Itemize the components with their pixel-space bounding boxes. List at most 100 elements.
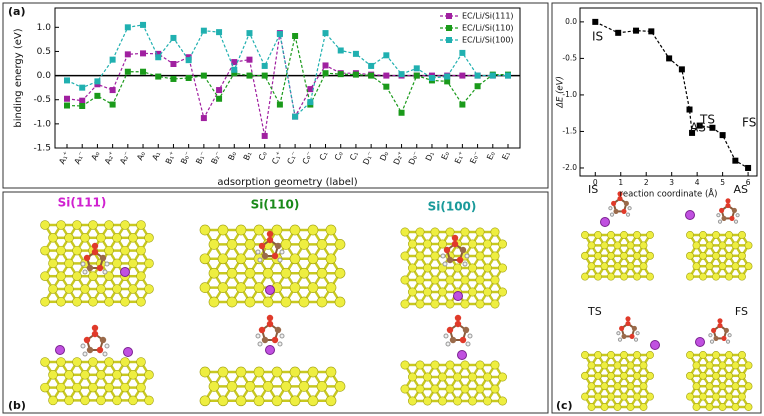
- si-atom: [476, 300, 484, 308]
- si-atom: [73, 383, 82, 392]
- si-atom: [299, 239, 309, 249]
- si-atom: [416, 361, 424, 369]
- marker: [140, 69, 146, 75]
- si-atom: [446, 361, 454, 369]
- marker: [94, 93, 100, 99]
- marker: [186, 57, 192, 63]
- si-atom: [326, 254, 336, 264]
- li-atom: [696, 338, 705, 347]
- si-atom: [745, 263, 752, 270]
- x-tick-label: C₀: [333, 150, 345, 162]
- si-atom: [129, 396, 138, 405]
- y-tick-label: 0.5: [37, 47, 51, 57]
- x-tick-label: B₁: [242, 150, 254, 162]
- legend-marker: [446, 25, 452, 31]
- atom: [617, 332, 620, 335]
- si-atom: [254, 283, 264, 293]
- atom: [734, 220, 737, 223]
- si-atom: [745, 383, 752, 390]
- si-atom: [646, 273, 653, 280]
- si-atom: [607, 252, 614, 259]
- si-atom: [607, 393, 614, 400]
- si-atom: [121, 297, 130, 306]
- x-tick-label: E₀⁻: [468, 150, 481, 165]
- x-tick-label: A₂⁺: [103, 150, 117, 166]
- atom: [100, 255, 106, 261]
- si-atom: [137, 358, 146, 367]
- si-atom: [65, 370, 74, 379]
- atom: [92, 325, 98, 331]
- x-tick-label: B₀⁻: [179, 150, 193, 166]
- structure-label: FS: [735, 305, 748, 318]
- atom: [721, 216, 726, 221]
- atom: [100, 337, 106, 343]
- figure: (a) (b) (c) Si(111) Si(110) Si(100) IS A…: [0, 0, 764, 416]
- si-atom: [41, 383, 50, 392]
- si-atom: [732, 263, 739, 270]
- marker: [140, 22, 146, 28]
- si-atom: [129, 259, 138, 268]
- atom: [103, 352, 107, 356]
- si-atom: [446, 385, 454, 393]
- si-atom: [725, 393, 732, 400]
- x-tick-label: 0: [593, 178, 598, 187]
- x-tick-label: C₀⁻: [301, 150, 315, 166]
- marker: [383, 73, 389, 79]
- si-atom: [738, 393, 745, 400]
- si-atom: [145, 396, 154, 405]
- si-atom: [706, 403, 713, 410]
- structure-art: [41, 191, 753, 410]
- si-atom: [254, 396, 264, 406]
- si-atom: [468, 397, 476, 405]
- atom: [84, 337, 90, 343]
- marker: [648, 28, 654, 34]
- si-atom: [65, 396, 74, 405]
- si-atom: [290, 225, 300, 235]
- y-tick-label: 0.0: [37, 71, 52, 81]
- marker: [323, 30, 329, 36]
- si-atom: [41, 358, 50, 367]
- marker: [110, 87, 116, 93]
- si-atom: [272, 367, 282, 377]
- si-atom: [614, 362, 621, 369]
- si-atom: [614, 263, 621, 270]
- atom: [92, 331, 98, 337]
- atom: [460, 247, 466, 253]
- si-atom: [49, 370, 58, 379]
- si-atom: [41, 272, 50, 281]
- legend-label: EC/Li/Si(110): [462, 24, 514, 33]
- si-atom: [706, 242, 713, 249]
- si-atom: [317, 239, 327, 249]
- marker: [64, 103, 70, 109]
- si-atom: [732, 383, 739, 390]
- atom: [624, 201, 629, 206]
- atom: [275, 327, 281, 333]
- si-atom: [646, 231, 653, 238]
- si-atom: [594, 372, 601, 379]
- x-tick-label: A₀: [90, 150, 102, 162]
- atom: [628, 207, 631, 210]
- atom: [83, 352, 87, 356]
- x-tick-label: C₁: [318, 150, 330, 162]
- si-atom: [633, 273, 640, 280]
- si-atom: [594, 273, 601, 280]
- si-atom: [401, 361, 409, 369]
- marker: [170, 35, 176, 41]
- atom: [613, 209, 618, 214]
- si-atom: [476, 361, 484, 369]
- x-tick-label: E₁⁺: [453, 150, 466, 165]
- si-atom: [640, 263, 647, 270]
- atom: [262, 253, 268, 259]
- si-atom: [218, 367, 228, 377]
- si-atom: [57, 383, 66, 392]
- si-atom: [335, 381, 345, 391]
- si-atom: [594, 231, 601, 238]
- si-atom: [745, 362, 752, 369]
- x-tick-label: B₁⁺: [164, 150, 178, 166]
- si-atom: [401, 252, 409, 260]
- x-tick-label: D₂⁺: [392, 150, 406, 166]
- si-atom: [453, 397, 461, 405]
- marker: [110, 57, 116, 63]
- li-atom: [266, 286, 275, 295]
- marker: [338, 47, 344, 53]
